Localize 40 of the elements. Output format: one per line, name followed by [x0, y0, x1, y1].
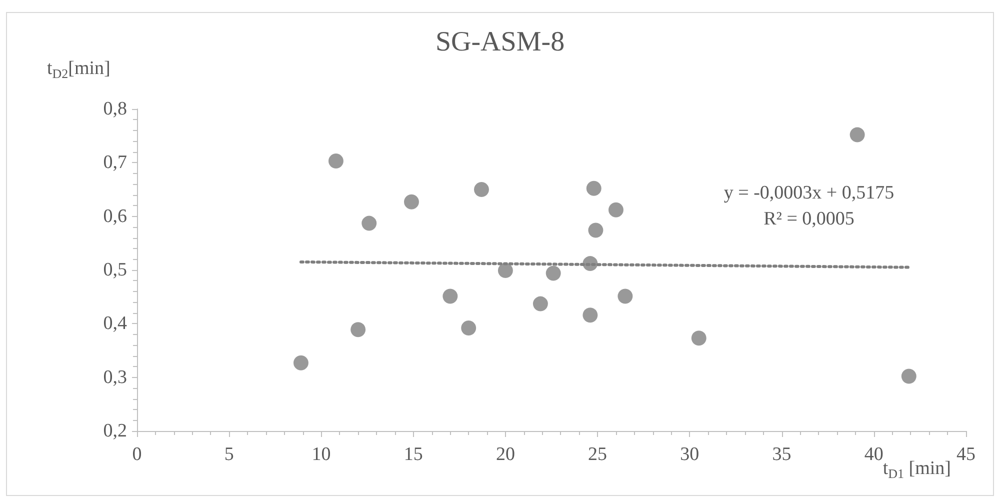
x-tick-label: 45	[956, 444, 976, 465]
point	[461, 320, 476, 336]
y-tick-label: 0,2	[103, 420, 127, 442]
point	[901, 368, 916, 384]
point	[582, 256, 598, 272]
point	[532, 296, 548, 312]
point	[850, 127, 865, 142]
y-tick-label: 0,6	[103, 206, 127, 227]
y-tick-label: 0,5	[103, 260, 127, 280]
x-tick-label: 15	[404, 444, 423, 465]
y-tick-label: 0,3	[103, 366, 127, 388]
point	[404, 194, 419, 210]
point	[588, 222, 604, 238]
point	[328, 154, 344, 169]
y-tick-label: 0,4	[103, 313, 128, 334]
x-tick-label: 5	[224, 444, 234, 465]
point	[691, 330, 706, 346]
x-tick-label: 40	[864, 444, 884, 465]
x-tick-label: 10	[312, 444, 331, 465]
point	[362, 216, 377, 231]
point	[350, 322, 366, 338]
point	[582, 308, 598, 323]
point	[618, 288, 633, 304]
y-tick-label: 0,7	[103, 152, 127, 174]
x-tick-label: 35	[772, 444, 792, 465]
y-tick-label: 0,8	[103, 98, 127, 120]
point	[474, 182, 489, 197]
chart-title: SG-ASM-8	[435, 26, 565, 58]
x-tick-label: 30	[680, 444, 700, 465]
point	[293, 355, 308, 370]
x-tick-label: 25	[588, 444, 608, 465]
annotation: y = -0,0003x + 0,5175	[724, 182, 894, 204]
point	[608, 202, 624, 218]
x-tick-label: 20	[496, 444, 515, 465]
annotation: R² = 0,0005	[764, 208, 854, 230]
x-tick-label: 0	[132, 444, 142, 465]
point	[586, 180, 602, 196]
point	[498, 263, 513, 278]
point	[442, 288, 458, 304]
point	[546, 266, 561, 281]
